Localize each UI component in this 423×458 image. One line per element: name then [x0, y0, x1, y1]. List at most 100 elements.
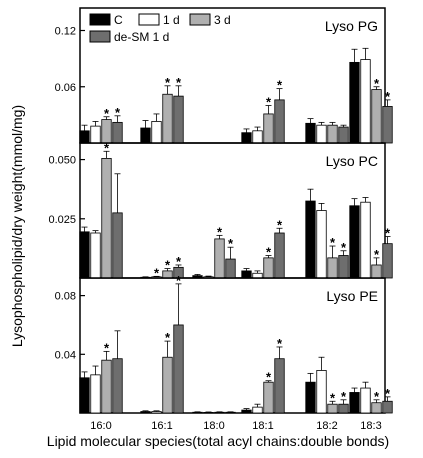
y-tick-label: 0.050 [48, 155, 76, 167]
bar-de-sm-1-d-16-1 [173, 324, 184, 414]
bar-c-18-1 [241, 132, 252, 144]
significance-star: * [104, 106, 110, 121]
y-tick-label: 0.12 [55, 26, 76, 38]
legend-entry-3-d: 3 d [189, 13, 231, 27]
bar-3-d-18-0 [214, 238, 225, 279]
bar-3-d-18-2 [327, 257, 338, 279]
bar-1-d-18-3 [360, 387, 371, 414]
significance-star: * [115, 105, 121, 120]
bar-1-d-16-0 [90, 232, 101, 279]
bar-3-d-16-0 [101, 157, 112, 279]
significance-star: * [228, 236, 234, 251]
bar-c-18-2 [305, 200, 316, 279]
y-tick-label: 0.04 [55, 349, 76, 361]
bar-de-sm-1-d-18-3 [382, 106, 393, 144]
significance-star: * [277, 217, 283, 232]
x-tick-label: 18:0 [203, 420, 224, 432]
significance-star: * [176, 254, 182, 269]
bar-de-sm-1-d-18-1 [274, 232, 285, 279]
bar-3-d-16-1 [162, 93, 173, 144]
bar-3-d-18-1 [263, 113, 274, 144]
bar-de-sm-1-d-16-0 [112, 121, 123, 144]
bar-1-d-16-0 [90, 374, 101, 414]
bar-c-16-0 [79, 377, 90, 414]
bar-1-d-18-3 [360, 59, 371, 144]
bar-c-16-0 [79, 231, 90, 279]
significance-star: * [330, 235, 336, 250]
bar-3-d-16-0 [101, 359, 112, 414]
significance-star: * [330, 390, 336, 405]
legend-swatch [189, 13, 211, 26]
bar-1-d-16-1 [151, 121, 162, 144]
legend-swatch [89, 13, 111, 26]
bar-de-sm-1-d-16-0 [112, 358, 123, 414]
legend-entry-1-d: 1 d [138, 13, 180, 27]
y-axis-title: Lysophospholipid/dry weight(mmol/mg) [9, 105, 25, 347]
y-tick-label: 0.06 [55, 82, 76, 94]
legend-label: 1 d [163, 13, 180, 27]
bar-1-d-18-1 [252, 130, 263, 144]
bar-3-d-18-2 [327, 403, 338, 414]
significance-star: * [385, 226, 391, 241]
significance-star: * [176, 273, 182, 288]
bar-c-16-1 [140, 411, 151, 414]
x-tick-label: 18:1 [252, 420, 273, 432]
y-tick-label: 0.025 [48, 214, 76, 226]
significance-star: * [165, 330, 171, 345]
bar-c-18-2 [305, 381, 316, 414]
significance-star: * [104, 340, 110, 355]
bar-c-16-1 [140, 127, 151, 144]
bar-3-d-18-3 [371, 89, 382, 144]
bar-c-18-0 [192, 411, 203, 414]
significance-star: * [154, 265, 160, 280]
bar-de-sm-1-d-18-2 [338, 255, 349, 279]
bar-1-d-16-0 [90, 125, 101, 144]
bar-3-d-18-3 [371, 264, 382, 279]
significance-star: * [176, 75, 182, 90]
significance-star: * [266, 245, 272, 260]
significance-star: * [217, 224, 223, 239]
significance-star: * [374, 247, 380, 262]
bar-1-d-18-2 [316, 210, 327, 279]
bar-c-18-3 [349, 61, 360, 144]
bar-3-d-18-1 [263, 381, 274, 414]
panel-lyso-pe: Lyso PE 0.04 0.08 * * * * * * * * * 16:0 16:1 18:0 18:1… [55, 273, 393, 432]
panels: Lyso PG 0.06 0.12 * * * * * * * * Lyso PC 0.025 0.050… [48, 7, 393, 432]
panel-title: Lyso PC [326, 153, 378, 169]
legend-entry-de-sm-1-d: de-SM 1 d [89, 30, 169, 44]
bar-c-18-2 [305, 122, 316, 144]
bar-3-d-18-1 [263, 257, 274, 279]
significance-star: * [374, 76, 380, 91]
bar-de-sm-1-d-18-3 [382, 243, 393, 279]
x-tick-label: 18:3 [360, 420, 381, 432]
legend-entry-c: C [89, 13, 123, 27]
bar-3-d-18-2 [327, 124, 338, 144]
x-tick-label: 16:1 [151, 420, 172, 432]
x-axis-title: Lipid molecular species(total acyl chain… [47, 433, 389, 449]
bar-3-d-18-0 [214, 411, 225, 414]
bar-1-d-16-1 [151, 411, 162, 414]
bar-3-d-18-3 [371, 402, 382, 414]
bar-de-sm-1-d-18-1 [274, 99, 285, 144]
significance-star: * [266, 95, 272, 110]
x-tick-label: 16:0 [90, 420, 111, 432]
bar-de-sm-1-d-18-3 [382, 400, 393, 414]
significance-star: * [374, 389, 380, 404]
bar-1-d-18-2 [316, 370, 327, 414]
legend-label: C [114, 13, 123, 27]
legend-label: de-SM 1 d [114, 30, 169, 44]
bar-c-16-0 [79, 130, 90, 144]
legend-swatch [138, 13, 160, 26]
panel-title: Lyso PE [326, 288, 378, 304]
bar-c-18-3 [349, 392, 360, 414]
panel-title: Lyso PG [325, 18, 378, 34]
bar-1-d-18-0 [203, 412, 214, 414]
bar-3-d-16-1 [162, 356, 173, 414]
bar-de-sm-1-d-16-1 [173, 95, 184, 144]
significance-star: * [266, 370, 272, 385]
significance-star: * [385, 89, 391, 104]
bar-1-d-18-1 [252, 406, 263, 414]
bar-1-d-18-2 [316, 124, 327, 144]
significance-star: * [104, 140, 110, 155]
